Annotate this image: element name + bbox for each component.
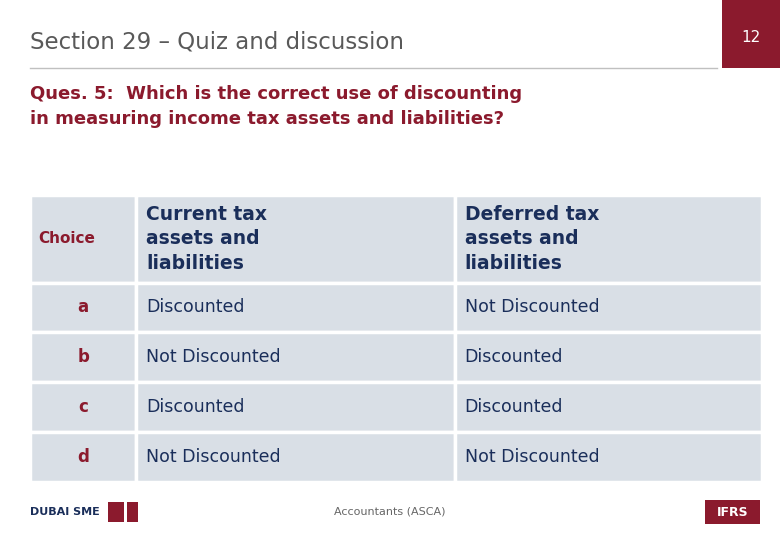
Bar (136, 432, 455, 482)
Text: Deferred tax
assets and
liabilities: Deferred tax assets and liabilities (465, 205, 599, 273)
Bar (108, 502, 124, 522)
Bar (30, 195, 136, 282)
Text: Not Discounted: Not Discounted (146, 348, 281, 366)
Bar (455, 282, 762, 333)
Bar (30, 282, 136, 333)
Text: c: c (78, 398, 88, 416)
Bar (30, 382, 136, 432)
Bar (705, 500, 760, 524)
Text: Current tax
assets and
liabilities: Current tax assets and liabilities (146, 205, 267, 273)
Bar (136, 282, 455, 333)
Text: d: d (77, 448, 89, 466)
Text: Discounted: Discounted (465, 398, 563, 416)
Text: Not Discounted: Not Discounted (146, 448, 281, 466)
Bar (136, 333, 455, 382)
Bar (30, 333, 136, 382)
Text: Not Discounted: Not Discounted (465, 299, 599, 316)
Bar (136, 382, 455, 432)
Text: Accountants (ASCA): Accountants (ASCA) (335, 507, 445, 517)
Text: Choice: Choice (38, 231, 95, 246)
Text: Discounted: Discounted (146, 398, 245, 416)
Text: DUBAI SME: DUBAI SME (30, 507, 100, 517)
Text: Discounted: Discounted (146, 299, 245, 316)
Bar (722, 0, 780, 68)
Bar (136, 195, 455, 282)
Text: IFRS: IFRS (717, 505, 748, 518)
Text: b: b (77, 348, 89, 366)
Text: 12: 12 (741, 30, 760, 45)
Bar (455, 382, 762, 432)
Bar (455, 432, 762, 482)
Bar (455, 333, 762, 382)
Text: Discounted: Discounted (465, 348, 563, 366)
Text: Section 29 – Quiz and discussion: Section 29 – Quiz and discussion (30, 30, 404, 53)
Text: Not Discounted: Not Discounted (465, 448, 599, 466)
Text: a: a (77, 299, 89, 316)
Bar (455, 195, 762, 282)
Bar (127, 502, 138, 522)
Text: Ques. 5:  Which is the correct use of discounting
in measuring income tax assets: Ques. 5: Which is the correct use of dis… (30, 85, 522, 128)
Bar (30, 432, 136, 482)
